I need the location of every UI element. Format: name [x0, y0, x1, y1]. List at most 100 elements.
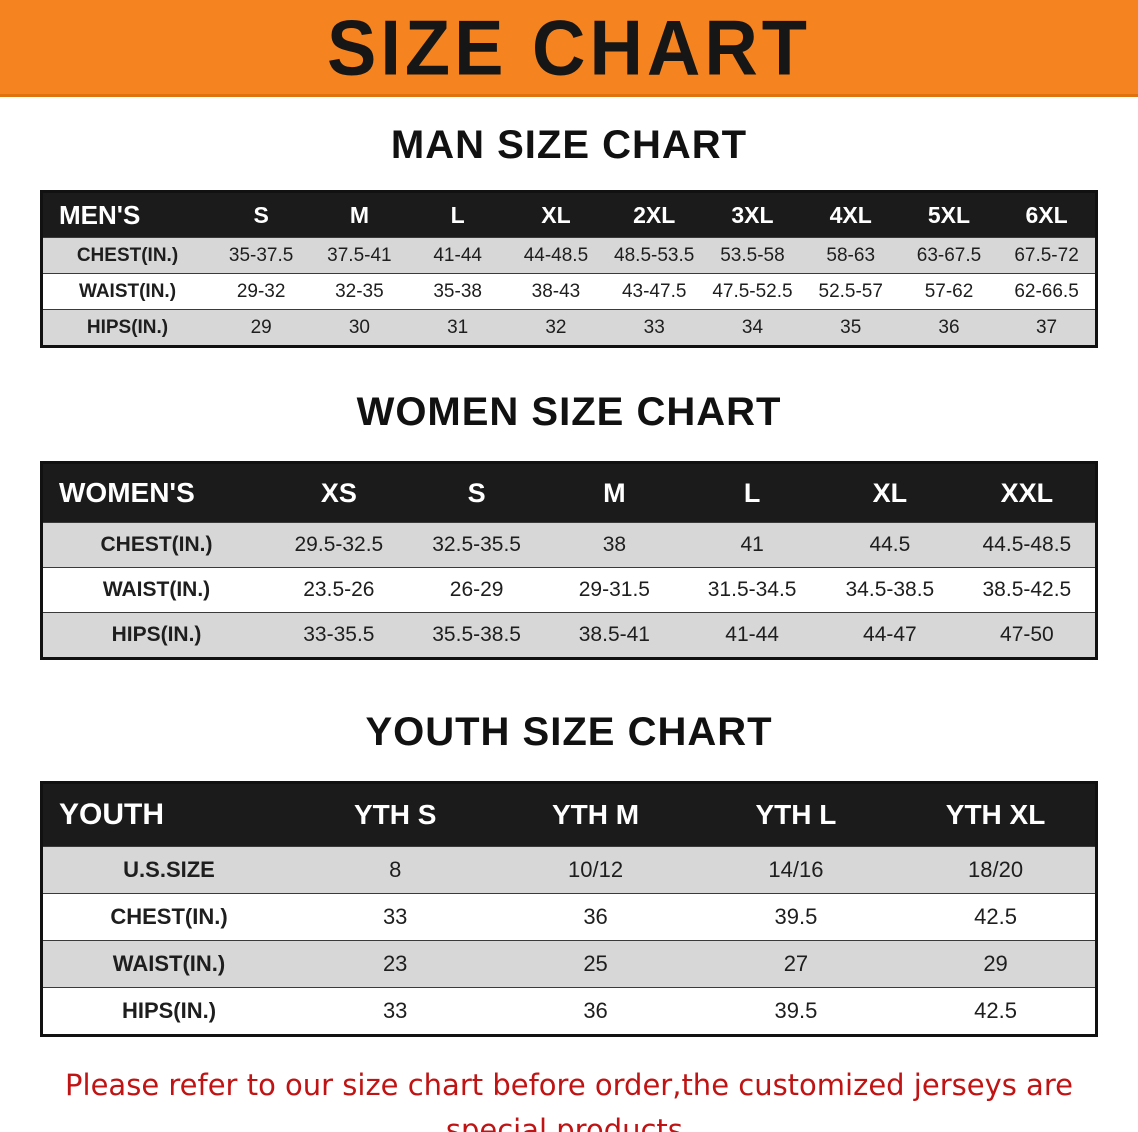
value-cell: 47-50: [958, 612, 1097, 659]
value-cell: 44.5: [821, 522, 959, 568]
youth-section: YOUTH SIZE CHART YOUTH YTH S YTH M YTH L YTH…: [0, 660, 1138, 1037]
row-label-cell: CHEST(IN.): [41, 522, 270, 568]
value-cell: 26-29: [407, 567, 546, 613]
table-row: HIPS(IN.) 33-35.5 35.5-38.5 38.5-41 41-44 44-…: [41, 612, 1097, 659]
row-label-cell: WAIST(IN.): [41, 940, 295, 988]
men-section-heading: MAN SIZE CHART: [390, 123, 748, 167]
value-cell: 35-37.5: [212, 237, 311, 274]
table-header-cell: YTH L: [755, 799, 837, 830]
women-section: WOMEN SIZE CHART WOMEN'S XS S M L XL XXL CHEST(…: [0, 348, 1138, 660]
value-cell: 38.5-41: [545, 612, 684, 659]
value-cell: 33: [605, 309, 704, 347]
value-cell: 23: [295, 940, 496, 988]
footer-note: Please refer to our size chart before or…: [0, 1063, 1138, 1132]
value-cell: 33: [295, 987, 496, 1036]
value-cell: 37.5-41: [310, 237, 409, 274]
table-header-cell: L: [450, 201, 465, 228]
value-cell: 31: [408, 309, 507, 347]
banner-title: SIZE CHART: [327, 3, 811, 91]
value-cell: 23.5-26: [270, 567, 408, 613]
table-header-label: WOMEN'S: [59, 477, 195, 508]
value-cell: 31.5-34.5: [683, 567, 821, 613]
table-header-row: WOMEN'S XS S M L XL XXL: [41, 462, 1097, 523]
table-row: HIPS(IN.) 33 36 39.5 42.5: [41, 987, 1097, 1036]
row-label-cell: HIPS(IN.): [41, 612, 270, 659]
row-label-cell: HIPS(IN.): [41, 987, 295, 1036]
value-cell: 34.5-38.5: [821, 567, 959, 613]
value-cell: 14/16: [695, 846, 897, 894]
value-cell: 36: [899, 309, 999, 347]
value-cell: 67.5-72: [998, 237, 1097, 274]
value-cell: 43-47.5: [605, 273, 704, 310]
value-cell: 42.5: [896, 893, 1097, 941]
table-header-cell: S: [467, 477, 486, 508]
value-cell: 62-66.5: [998, 273, 1097, 310]
table-header-cell: 3XL: [731, 201, 774, 228]
table-header-row: YOUTH YTH S YTH M YTH L YTH XL: [41, 782, 1097, 847]
value-cell: 30: [310, 309, 409, 347]
value-cell: 44.5-48.5: [958, 522, 1097, 568]
table-header-cell: 6XL: [1025, 201, 1068, 228]
table-row: CHEST(IN.) 33 36 39.5 42.5: [41, 893, 1097, 941]
value-cell: 57-62: [899, 273, 999, 310]
value-cell: 63-67.5: [899, 237, 999, 274]
value-cell: 32-35: [310, 273, 409, 310]
table-header-cell: 2XL: [633, 201, 676, 228]
row-label-cell: CHEST(IN.): [41, 893, 295, 941]
table-header-cell: YTH M: [552, 799, 640, 830]
row-label-cell: WAIST(IN.): [41, 567, 270, 613]
value-cell: 35: [801, 309, 900, 347]
value-cell: 18/20: [896, 846, 1097, 894]
value-cell: 42.5: [896, 987, 1097, 1036]
table-header-cell: M: [349, 201, 369, 228]
value-cell: 32.5-35.5: [407, 522, 546, 568]
value-cell: 29.5-32.5: [270, 522, 408, 568]
value-cell: 47.5-52.5: [703, 273, 802, 310]
table-row: CHEST(IN.) 29.5-32.5 32.5-35.5 38 41 44.5 44.5…: [41, 522, 1097, 568]
table-header-cell: XL: [541, 201, 571, 228]
table-header-label: YOUTH: [59, 798, 164, 831]
value-cell: 37: [998, 309, 1097, 347]
table-row: WAIST(IN.) 23.5-26 26-29 29-31.5 31.5-34.5 34…: [41, 567, 1097, 613]
table-header-cell: YTH S: [353, 799, 437, 830]
table-row: U.S.SIZE 8 10/12 14/16 18/20: [41, 846, 1097, 894]
youth-section-heading: YOUTH SIZE CHART: [365, 710, 773, 754]
table-row: WAIST(IN.) 29-32 32-35 35-38 38-43 43-47.5 47.…: [41, 273, 1097, 310]
value-cell: 41-44: [683, 612, 821, 659]
value-cell: 35.5-38.5: [407, 612, 546, 659]
table-row: WAIST(IN.) 23 25 27 29: [41, 940, 1097, 988]
value-cell: 48.5-53.5: [605, 237, 704, 274]
value-cell: 29: [896, 940, 1097, 988]
size-chart-banner: SIZE CHART: [0, 0, 1138, 97]
value-cell: 52.5-57: [801, 273, 900, 310]
women-size-table: WOMEN'S XS S M L XL XXL CHEST(IN.) 29.5-32.5 32.5…: [40, 461, 1098, 660]
value-cell: 53.5-58: [703, 237, 802, 274]
value-cell: 44-48.5: [506, 237, 606, 274]
table-header-cell: L: [743, 477, 761, 508]
value-cell: 29-31.5: [545, 567, 684, 613]
table-row: CHEST(IN.) 35-37.5 37.5-41 41-44 44-48.5 48.5…: [41, 237, 1097, 274]
value-cell: 41-44: [408, 237, 507, 274]
value-cell: 39.5: [695, 987, 897, 1036]
row-label-cell: CHEST(IN.): [41, 237, 212, 274]
table-row: HIPS(IN.) 29 30 31 32 33 34 35 36 37: [41, 309, 1097, 347]
table-header-cell: S: [253, 201, 269, 228]
value-cell: 34: [703, 309, 802, 347]
table-header-cell: XL: [872, 477, 908, 508]
value-cell: 36: [495, 893, 696, 941]
value-cell: 25: [495, 940, 696, 988]
value-cell: 38.5-42.5: [958, 567, 1097, 613]
table-header-cell: XS: [320, 477, 357, 508]
value-cell: 58-63: [801, 237, 900, 274]
row-label-cell: WAIST(IN.): [41, 273, 212, 310]
value-cell: 29: [212, 309, 311, 347]
table-header-cell: 5XL: [927, 201, 971, 228]
row-label-cell: HIPS(IN.): [41, 309, 212, 347]
value-cell: 10/12: [495, 846, 696, 894]
value-cell: 38-43: [506, 273, 606, 310]
value-cell: 39.5: [695, 893, 897, 941]
value-cell: 41: [683, 522, 821, 568]
table-header-cell: 4XL: [829, 201, 872, 228]
value-cell: 32: [506, 309, 606, 347]
